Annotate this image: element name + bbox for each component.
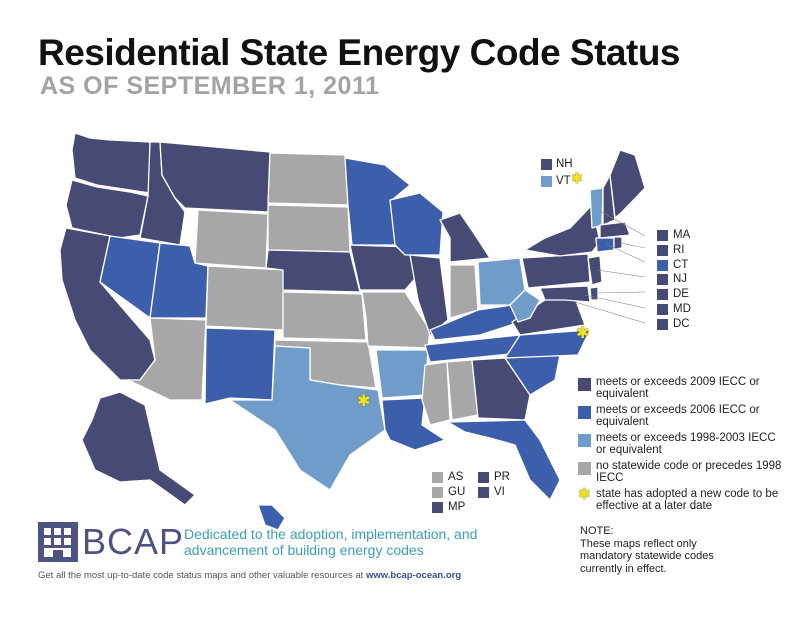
- state-massachusetts: [599, 221, 631, 239]
- state-vermont: [589, 187, 604, 229]
- as-swatch: [432, 472, 443, 483]
- state-mississippi: [421, 361, 451, 426]
- state-wisconsin: [389, 192, 444, 256]
- legend-2006-swatch: [578, 406, 591, 419]
- as-label: AS: [448, 471, 464, 483]
- mp-swatch: [432, 502, 443, 513]
- mp-label: MP: [448, 501, 466, 513]
- ri-label: RI: [673, 244, 685, 256]
- footer: Get all the most up-to-date code status …: [38, 570, 461, 581]
- map-title: Residential State Energy Code Status: [38, 32, 681, 73]
- state-kansas: [282, 291, 367, 341]
- nh-swatch: [541, 159, 552, 170]
- nj-swatch: [657, 274, 668, 285]
- state-montana: [159, 141, 271, 213]
- state-colorado: [205, 265, 286, 331]
- state-west-virginia: [509, 289, 541, 323]
- gu-swatch: [432, 487, 443, 498]
- state-maine: [609, 149, 646, 219]
- ma-label: MA: [673, 229, 691, 241]
- ct-swatch: [657, 260, 668, 271]
- ct-label: CT: [673, 259, 689, 271]
- state-new-york: [524, 204, 601, 257]
- nj-label: NJ: [673, 273, 688, 285]
- state-georgia: [471, 357, 531, 421]
- legend-future-star-icon: ✱: [578, 486, 591, 503]
- future-code-star-icon: ✱: [357, 393, 371, 410]
- state-wyoming: [194, 209, 269, 269]
- legend-no-code-swatch: [578, 462, 591, 475]
- bcap-tagline: Dedicated to the adoption, implementatio…: [184, 526, 478, 558]
- note-heading: NOTE:: [580, 525, 614, 537]
- dc-label: DC: [673, 318, 690, 330]
- vi-label: VI: [494, 486, 505, 498]
- nh-label: NH: [556, 158, 573, 170]
- map-subtitle: AS OF SEPTEMBER 1, 2011: [40, 72, 380, 100]
- state-connecticut: [595, 237, 615, 253]
- bcap-name: BCAP: [82, 521, 185, 562]
- vt-label: VT: [556, 175, 571, 187]
- de-label: DE: [673, 288, 689, 300]
- state-new-jersey: [587, 255, 603, 286]
- state-washington: [71, 132, 151, 194]
- md-swatch: [657, 304, 668, 315]
- legend-2009-swatch: [578, 378, 591, 391]
- footer-text: Get all the most up-to-date code status …: [38, 570, 366, 581]
- legend-2006-label: meets or exceeds 2006 IECC or equivalent: [596, 404, 760, 428]
- legend-no-code-label: no statewide code or precedes 1998 IECC: [596, 460, 782, 484]
- state-delaware: [589, 286, 599, 301]
- bcap-logo-icon: [38, 522, 78, 562]
- pr-swatch: [478, 472, 489, 483]
- vt-future-star-icon: ✱: [571, 170, 583, 186]
- state-florida: [447, 419, 561, 501]
- future-code-star-icon: ✱: [576, 325, 590, 342]
- state-arkansas: [375, 349, 429, 399]
- state-rhode-island: [613, 236, 623, 250]
- md-label: MD: [673, 303, 691, 315]
- state-south-dakota: [267, 204, 351, 253]
- state-nebraska: [265, 249, 361, 293]
- state-north-carolina: [504, 329, 591, 359]
- legend-1998-swatch: [578, 434, 591, 447]
- note: NOTE: These maps reflect only mandatory …: [580, 525, 750, 575]
- footer-link[interactable]: www.bcap-ocean.org: [365, 570, 462, 581]
- ri-swatch: [657, 245, 668, 256]
- vt-swatch: [541, 176, 552, 187]
- ma-swatch: [657, 230, 668, 241]
- pr-label: PR: [494, 471, 510, 483]
- state-north-dakota: [267, 152, 349, 206]
- legend-1998-label: meets or exceeds 1998-2003 IECC or equiv…: [596, 432, 776, 456]
- state-new-mexico: [204, 327, 276, 405]
- legend-future-label: state has adopted a new code to be effec…: [596, 488, 779, 512]
- vi-swatch: [478, 487, 489, 498]
- state-michigan: [439, 212, 491, 263]
- state-alaska: [81, 391, 196, 506]
- state-texas: [229, 345, 386, 491]
- dc-swatch: [657, 319, 668, 330]
- de-swatch: [657, 289, 668, 300]
- state-hawaii: [257, 504, 286, 531]
- state-indiana: [449, 264, 479, 319]
- gu-label: GU: [448, 486, 466, 498]
- state-pennsylvania: [521, 253, 591, 289]
- state-maryland: [539, 285, 591, 303]
- note-body: These maps reflect only mandatory statew…: [580, 537, 714, 575]
- state-virginia: [511, 297, 586, 336]
- legend-2009-label: meets or exceeds 2009 IECC or equivalent: [596, 376, 760, 400]
